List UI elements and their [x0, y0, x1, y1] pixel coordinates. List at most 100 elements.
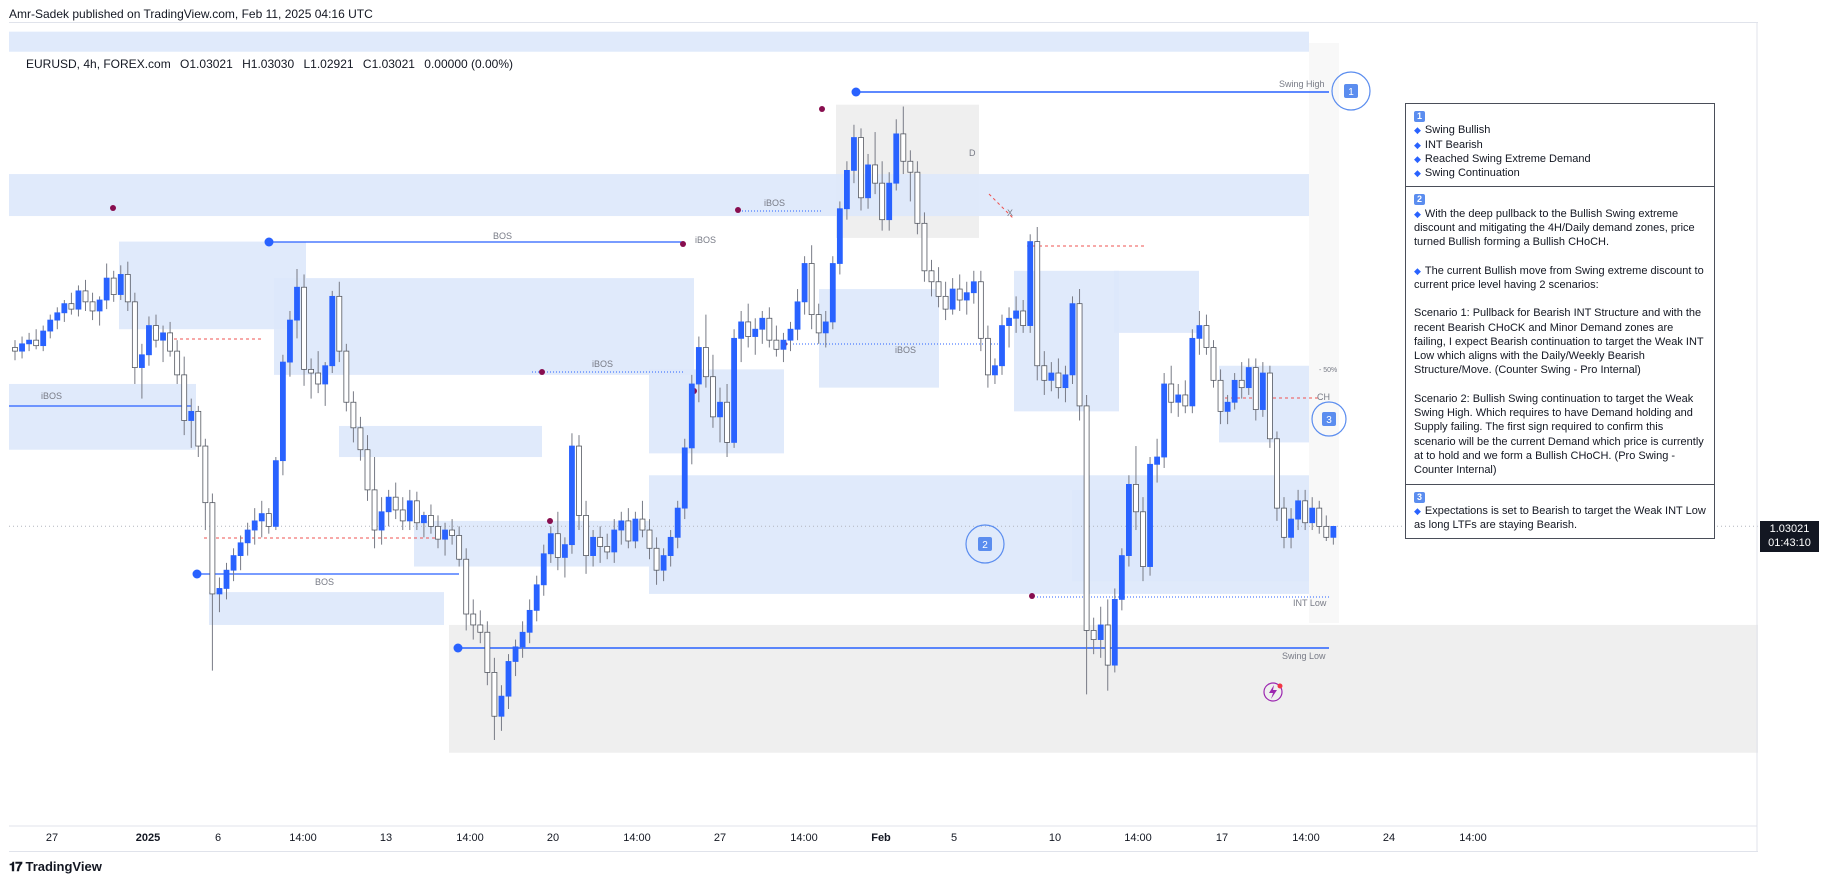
- candle: [322, 362, 329, 406]
- candle: [533, 575, 540, 622]
- pivot-dot: [547, 518, 553, 524]
- structure-label: BOS: [493, 231, 512, 241]
- x-tick-label: 2025: [136, 832, 160, 844]
- note-paragraph: With the deep pullback to the Bullish Sw…: [1414, 207, 1695, 249]
- candle: [703, 314, 709, 388]
- pivot-dot: [110, 205, 116, 211]
- candle: [61, 300, 68, 322]
- candle: [160, 325, 166, 363]
- candle: [1295, 489, 1301, 531]
- swing-marker-2: 2: [965, 524, 1005, 564]
- candle: [1048, 362, 1055, 392]
- candle: [519, 621, 526, 658]
- candle: [68, 292, 75, 315]
- ohlc-legend: EURUSD, 4h, FOREX.com O1.03021 H1.03030 …: [26, 57, 519, 71]
- ch-label: CH: [1317, 392, 1330, 402]
- legend-close: C1.03021: [362, 57, 415, 71]
- publisher-caption: Amr-Sadek published on TradingView.com, …: [9, 7, 373, 21]
- candle: [604, 533, 611, 560]
- candle: [1267, 365, 1273, 448]
- candle: [1020, 300, 1027, 333]
- candle: [780, 332, 787, 363]
- candle: [1316, 500, 1323, 534]
- candle: [1140, 497, 1146, 582]
- candle: [1168, 365, 1175, 414]
- candle: [498, 685, 505, 731]
- candle: [287, 310, 293, 377]
- candle: [1330, 525, 1337, 545]
- x-tick-label: 14:00: [1292, 832, 1320, 844]
- note-section-1: 1 ◆ Swing Bullish ◆ INT Bearish ◆ Reached S…: [1406, 104, 1714, 188]
- candle: [1097, 606, 1104, 658]
- candle: [597, 526, 604, 563]
- candle: [1006, 307, 1012, 348]
- candle: [787, 321, 794, 352]
- x-tick-label: 14:00: [623, 832, 651, 844]
- candle: [865, 153, 871, 209]
- candle: [272, 457, 279, 531]
- analysis-note-box[interactable]: 1 ◆ Swing Bullish ◆ INT Bearish ◆ Reached S…: [1405, 103, 1715, 540]
- candle: [209, 493, 216, 671]
- diamond-icon: ◆: [1414, 265, 1421, 276]
- candle: [618, 511, 625, 545]
- candle: [738, 310, 745, 363]
- candle: [188, 398, 195, 448]
- note-item: Swing Continuation: [1424, 167, 1520, 180]
- candle: [717, 387, 723, 443]
- pivot-dot: [735, 207, 741, 213]
- candle: [428, 504, 434, 534]
- candle: [1083, 394, 1090, 695]
- legend-high: H1.03030: [242, 57, 295, 71]
- candle: [12, 340, 18, 361]
- candle: [223, 562, 230, 600]
- note-badge: 1: [1414, 111, 1425, 122]
- candle: [167, 321, 174, 357]
- zone-left-zone-f: [209, 592, 444, 625]
- candle: [103, 263, 110, 310]
- candle: [942, 281, 949, 321]
- legend-change: 0.00000 (0.00%): [424, 57, 514, 71]
- tradingview-brand[interactable]: 𝟏𝟕 TradingView: [9, 859, 102, 875]
- chart-frame[interactable]: 1 2 3 BOS BOS iBOS iBOS iBOS iBOS iBOS: [9, 22, 1758, 852]
- candle: [1238, 362, 1245, 399]
- note-paragraph: Expectations is set to Bearish to target…: [1414, 504, 1706, 532]
- candle: [724, 383, 730, 458]
- half-label: - 50%: [1319, 367, 1337, 374]
- candle: [336, 281, 343, 363]
- candle: [1224, 394, 1231, 425]
- candle: [844, 161, 850, 220]
- candle: [449, 519, 456, 545]
- candle: [766, 307, 773, 348]
- candle: [435, 515, 441, 549]
- x-tick-label: 10: [1049, 832, 1061, 844]
- candle: [420, 511, 427, 538]
- candle: [174, 340, 181, 384]
- candle: [554, 511, 561, 571]
- chart-canvas[interactable]: 1 2 3 BOS BOS iBOS iBOS iBOS iBOS iBOS: [9, 23, 1758, 851]
- candle: [413, 491, 420, 531]
- axis-layer: 1.056001.054001.052001.050001.048001.046…: [9, 23, 1758, 851]
- candle: [653, 537, 660, 585]
- d-label: D: [969, 148, 976, 158]
- swing-marker-3: 3: [1311, 401, 1347, 437]
- candle: [357, 416, 364, 461]
- candle: [315, 351, 322, 394]
- note-paragraph: Scenario 1: Pullback for Bearish INT Str…: [1414, 307, 1704, 377]
- candle: [371, 457, 378, 549]
- structure-label: iBOS: [41, 391, 62, 401]
- candle: [886, 172, 893, 231]
- candle: [456, 526, 463, 567]
- zone-left-zone-e: [414, 520, 649, 567]
- candle: [1210, 340, 1217, 388]
- pivot-dot: [539, 369, 545, 375]
- candle: [131, 292, 138, 384]
- candle: [992, 358, 998, 384]
- bar-countdown: 01:43:10: [1768, 537, 1811, 549]
- candle: [82, 279, 89, 311]
- candle: [343, 343, 350, 412]
- candle: [244, 522, 251, 556]
- candle: [1203, 314, 1210, 355]
- candle: [477, 610, 484, 644]
- candle: [1076, 289, 1083, 421]
- candle: [794, 289, 801, 341]
